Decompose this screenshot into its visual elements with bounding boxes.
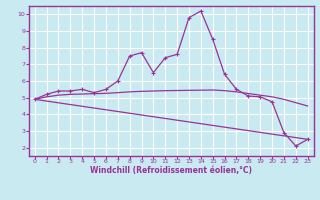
X-axis label: Windchill (Refroidissement éolien,°C): Windchill (Refroidissement éolien,°C) <box>90 166 252 175</box>
